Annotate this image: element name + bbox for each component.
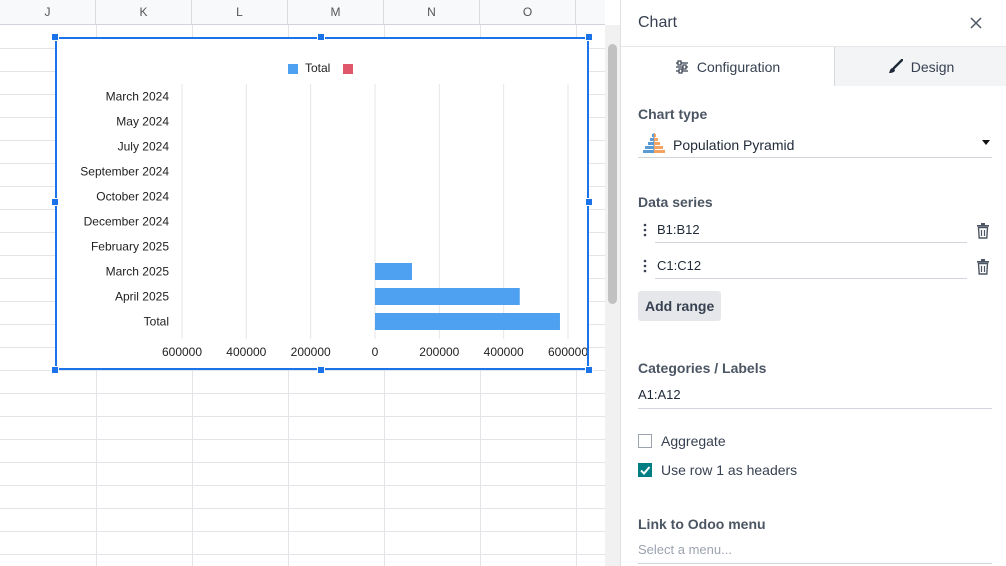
- tab-design-label: Design: [910, 58, 955, 75]
- column-header-k[interactable]: K: [96, 0, 192, 25]
- odoo-menu-heading: Link to Odoo menu: [638, 516, 766, 532]
- aggregate-option[interactable]: Aggregate: [638, 432, 726, 450]
- x-tick-label: 600000: [548, 345, 587, 359]
- category-label: March 2025: [106, 265, 170, 279]
- column-headers: J K L M N O: [0, 0, 605, 25]
- chart-type-heading: Chart type: [638, 106, 708, 122]
- odoo-menu-select[interactable]: Select a menu...: [638, 540, 992, 564]
- column-header-l[interactable]: L: [192, 0, 288, 25]
- x-tick-label: 400000: [484, 345, 524, 359]
- x-tick-label: 400000: [226, 345, 266, 359]
- chart-resize-handle[interactable]: [585, 198, 593, 206]
- chart-resize-handle[interactable]: [585, 33, 593, 41]
- column-header-n[interactable]: N: [384, 0, 480, 25]
- tab-configuration-label: Configuration: [696, 58, 781, 75]
- add-range-button[interactable]: Add range: [638, 291, 722, 321]
- drag-handle-icon[interactable]: [643, 259, 647, 273]
- categories-heading: Categories / Labels: [638, 360, 767, 376]
- column-header-o[interactable]: O: [480, 0, 576, 25]
- legend-swatch-series-2: [343, 64, 353, 74]
- panel-title: Chart: [638, 14, 678, 31]
- category-label: May 2024: [116, 115, 169, 129]
- chart-resize-handle[interactable]: [585, 366, 593, 374]
- data-series-range-input[interactable]: B1:B12: [655, 219, 967, 243]
- trash-icon[interactable]: [976, 223, 990, 239]
- chart-type-select[interactable]: Population Pyramid: [638, 131, 992, 158]
- tab-design[interactable]: Design: [835, 47, 1006, 86]
- chart-resize-handle[interactable]: [51, 366, 59, 374]
- grid-row-line: [0, 554, 605, 555]
- category-label: April 2025: [115, 290, 169, 304]
- legend-label-total: Total: [305, 61, 330, 75]
- panel-header: Chart: [621, 0, 1006, 47]
- grid-row-line: [0, 508, 605, 509]
- grid-row-line: [0, 416, 605, 417]
- aggregate-label: Aggregate: [661, 433, 726, 449]
- chart-resize-handle[interactable]: [317, 366, 325, 374]
- category-label: December 2024: [84, 215, 170, 229]
- chart-bar: [375, 263, 412, 280]
- x-tick-label: 600000: [162, 345, 202, 359]
- grid-row-line: [0, 531, 605, 532]
- chart-resize-handle[interactable]: [51, 198, 59, 206]
- category-label: September 2024: [80, 165, 169, 179]
- data-series-row: B1:B12: [638, 219, 992, 243]
- grid-row-line: [0, 462, 605, 463]
- panel-tabs: Configuration Design: [621, 47, 1006, 86]
- chart-type-value: Population Pyramid: [673, 137, 795, 153]
- column-header-j[interactable]: J: [0, 0, 96, 25]
- paintbrush-icon: [888, 59, 903, 73]
- sliders-icon: [675, 59, 688, 74]
- drag-handle-icon[interactable]: [643, 223, 647, 237]
- aggregate-checkbox[interactable]: [638, 434, 652, 448]
- chart-bar: [375, 313, 560, 330]
- chart-side-panel: Chart Configuration Design: [620, 0, 1006, 566]
- close-icon: [970, 17, 982, 29]
- x-tick-label: 0: [372, 345, 379, 359]
- tab-configuration[interactable]: Configuration: [621, 47, 835, 86]
- population-pyramid-icon: [643, 133, 665, 153]
- chart-resize-handle[interactable]: [51, 33, 59, 41]
- use-headers-label: Use row 1 as headers: [661, 462, 798, 478]
- x-tick-label: 200000: [419, 345, 459, 359]
- grid-row-line: [0, 439, 605, 440]
- categories-range-input[interactable]: A1:A12: [638, 385, 992, 409]
- population-pyramid-chart: March 2024 May 2024 July 2024 September 202…: [80, 61, 587, 359]
- spreadsheet-grid[interactable]: J K L M N O March 2024 May 2024 July 2024 S…: [0, 0, 620, 566]
- category-label: March 2024: [106, 90, 170, 104]
- scrollbar-thumb[interactable]: [608, 44, 617, 304]
- category-label: October 2024: [96, 190, 169, 204]
- grid-row-line: [0, 370, 605, 371]
- checkmark-icon: [640, 466, 651, 475]
- column-header-m[interactable]: M: [288, 0, 384, 25]
- close-panel-button[interactable]: [968, 15, 984, 31]
- data-series-range-input[interactable]: C1:C12: [655, 255, 967, 279]
- grid-row-line: [0, 393, 605, 394]
- category-label: February 2025: [91, 240, 169, 254]
- category-label: July 2024: [118, 140, 170, 154]
- data-series-heading: Data series: [638, 194, 713, 210]
- chart-figure[interactable]: March 2024 May 2024 July 2024 September 202…: [55, 37, 589, 370]
- category-label: Total: [144, 315, 169, 329]
- grid-row-line: [0, 485, 605, 486]
- use-headers-option[interactable]: Use row 1 as headers: [638, 461, 797, 479]
- chart-bar: [375, 288, 520, 305]
- legend-swatch-total: [288, 64, 298, 74]
- use-headers-checkbox[interactable]: [638, 463, 652, 477]
- data-series-row: C1:C12: [638, 255, 992, 279]
- trash-icon[interactable]: [976, 259, 990, 275]
- chevron-down-icon: [982, 140, 990, 145]
- x-tick-label: 200000: [291, 345, 331, 359]
- chart-resize-handle[interactable]: [317, 33, 325, 41]
